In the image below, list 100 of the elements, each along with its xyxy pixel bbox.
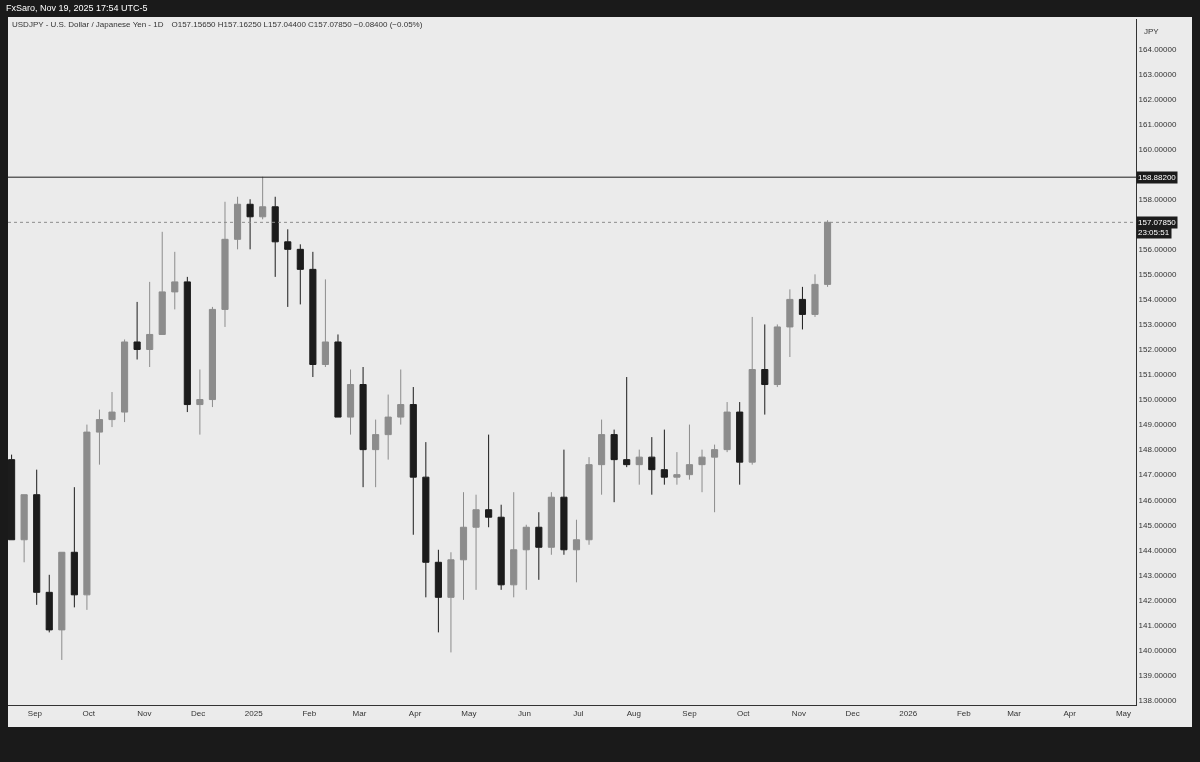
candlestick bbox=[346, 369, 355, 436]
ref-line-label: 157.07850 bbox=[1138, 218, 1177, 227]
candlestick bbox=[497, 504, 505, 591]
candlestick bbox=[83, 424, 91, 611]
y-tick-label: 160.00000 bbox=[1138, 144, 1177, 154]
x-tick-label: Sep bbox=[27, 708, 43, 718]
x-tick-label: 2026 bbox=[899, 708, 918, 718]
candlestick bbox=[623, 376, 631, 468]
candlestick bbox=[409, 386, 417, 536]
candlestick bbox=[359, 366, 367, 488]
candlestick bbox=[598, 419, 606, 496]
candlestick bbox=[811, 273, 819, 318]
y-tick-label: 164.00000 bbox=[1138, 44, 1177, 54]
x-tick-label: May bbox=[1115, 708, 1132, 718]
candlestick bbox=[698, 449, 706, 493]
candlestick bbox=[459, 491, 468, 601]
annotation: O157.15650 H157.16250 L157.04400 C157.07850 −0.08400 (−0.05%) bbox=[171, 20, 423, 29]
chart-subtitle: FxSaro, Nov 19, 2025 17:54 UTC-5 bbox=[6, 3, 148, 13]
candlestick bbox=[685, 424, 694, 481]
candlestick bbox=[472, 494, 480, 591]
x-tick-label: May bbox=[461, 708, 477, 718]
candlestick bbox=[610, 429, 618, 503]
candlestick bbox=[535, 511, 543, 581]
x-tick-label: Oct bbox=[737, 708, 751, 718]
candlestick bbox=[522, 524, 530, 591]
candlestick bbox=[120, 338, 129, 423]
candlestick bbox=[723, 401, 731, 453]
y-tick-label: 139.00000 bbox=[1138, 670, 1177, 680]
y-tick-label: 163.00000 bbox=[1138, 69, 1177, 79]
ref-line-label: 158.88200 bbox=[1138, 173, 1177, 182]
x-tick-label: Feb bbox=[302, 708, 317, 718]
candlestick bbox=[309, 251, 317, 378]
candlestick bbox=[710, 444, 719, 513]
candlestick bbox=[673, 451, 681, 486]
candlestick bbox=[321, 278, 329, 368]
candlestick bbox=[798, 286, 807, 330]
x-tick-label: Dec bbox=[190, 708, 206, 718]
candlestick bbox=[384, 394, 392, 461]
candlestick bbox=[271, 196, 279, 278]
y-tick-label: 154.00000 bbox=[1138, 295, 1177, 305]
y-tick-label: 146.00000 bbox=[1138, 495, 1177, 505]
candlestick bbox=[773, 323, 781, 388]
candlestick bbox=[635, 449, 643, 486]
text: 23:05:51 bbox=[1138, 228, 1170, 237]
y-tick-label: 148.00000 bbox=[1138, 445, 1177, 455]
x-tick-label: Sep bbox=[682, 708, 698, 718]
y-tick-label: 144.00000 bbox=[1138, 545, 1177, 555]
candlestick bbox=[510, 491, 518, 598]
y-tick-label: 162.00000 bbox=[1138, 94, 1177, 104]
x-tick-label: Jul bbox=[573, 708, 584, 718]
x-tick-label: Dec bbox=[845, 708, 860, 718]
candlestick bbox=[183, 276, 191, 413]
candlestick bbox=[434, 549, 442, 633]
x-tick-label: Feb bbox=[956, 708, 972, 718]
y-tick-label: 152.00000 bbox=[1138, 345, 1177, 355]
y-tick-label: 147.00000 bbox=[1138, 470, 1177, 480]
y-tick-label: 151.00000 bbox=[1138, 370, 1177, 380]
candlestick bbox=[208, 306, 217, 408]
y-tick-label: 153.00000 bbox=[1138, 320, 1177, 330]
candlestick bbox=[585, 456, 593, 546]
candlestick bbox=[447, 551, 455, 653]
candlestick bbox=[397, 369, 405, 426]
y-tick-label: 155.00000 bbox=[1138, 270, 1177, 280]
candlestick bbox=[8, 454, 16, 541]
candlestick bbox=[58, 551, 66, 661]
y-tick-label: 145.00000 bbox=[1138, 520, 1177, 530]
candlestick bbox=[259, 176, 267, 220]
candlestick bbox=[485, 434, 493, 528]
candlestick bbox=[334, 333, 342, 418]
x-tick-label: Aug bbox=[626, 708, 641, 718]
y-tick-label: 161.00000 bbox=[1138, 119, 1177, 129]
candlestick bbox=[761, 323, 769, 416]
y-tick-label: 158.00000 bbox=[1138, 195, 1177, 205]
x-tick-label: Mar bbox=[352, 708, 367, 718]
candlestick bbox=[70, 486, 78, 608]
candlestick bbox=[108, 391, 116, 428]
y-tick-label: 150.00000 bbox=[1138, 395, 1177, 405]
y-tick-label: 149.00000 bbox=[1138, 420, 1177, 430]
candlestick bbox=[648, 436, 656, 496]
y-tick-label: 138.00000 bbox=[1138, 695, 1177, 705]
y-tick-label: 141.00000 bbox=[1138, 620, 1177, 630]
candlestick bbox=[45, 574, 53, 633]
candlestick bbox=[171, 251, 179, 310]
candlestick bbox=[20, 494, 28, 563]
y-axis-title: JPY bbox=[1144, 27, 1160, 36]
candlestick bbox=[33, 469, 41, 606]
x-tick-label: Nov bbox=[791, 708, 806, 718]
candlestick bbox=[422, 441, 430, 598]
candlestick bbox=[158, 231, 166, 335]
candlestick bbox=[572, 519, 581, 583]
x-tick-label: Oct bbox=[82, 708, 96, 718]
y-tick-label: 142.00000 bbox=[1138, 595, 1177, 605]
candlestick bbox=[133, 301, 141, 360]
candlestick bbox=[196, 369, 204, 436]
candlestick bbox=[296, 243, 304, 305]
y-tick-label: 143.00000 bbox=[1138, 570, 1177, 580]
candlestick bbox=[547, 491, 555, 556]
y-tick-label: 156.00000 bbox=[1138, 245, 1177, 255]
candlestick bbox=[246, 198, 254, 250]
x-tick-label: Jun bbox=[518, 708, 531, 718]
